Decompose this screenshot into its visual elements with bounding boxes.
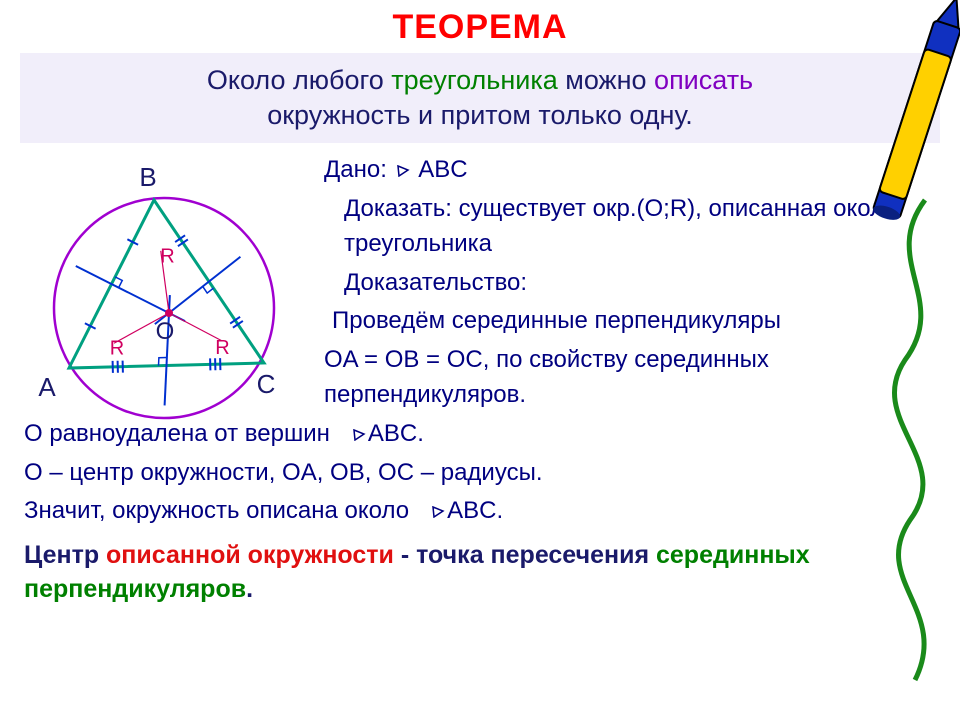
theorem-text-1: Около любого <box>207 65 391 95</box>
given-label: Дано: <box>324 156 387 183</box>
center-label-o: O <box>156 318 175 345</box>
radius-label-1: R <box>160 246 174 268</box>
proof-line-5a: Значит, окружность описана около <box>24 497 409 524</box>
theorem-purple: описать <box>654 65 753 95</box>
theorem-text-2: можно <box>558 65 654 95</box>
proof-line-3b: ABC. <box>368 420 424 447</box>
conclusion-red: описанной окружности <box>106 541 394 569</box>
radius-label-2: R <box>110 338 124 360</box>
proof-line-4: O – центр окружности, OA, OB, OC – радиу… <box>24 456 936 491</box>
vertex-label-c: C <box>257 369 276 399</box>
proof-block: Дано: ABC Доказать: существует окр.(O;R)… <box>324 153 936 413</box>
conclusion-p2: - точка пересечения <box>394 541 656 569</box>
conclusion: Центр описанной окружности - точка перес… <box>24 539 936 607</box>
radius-label-3: R <box>215 337 229 359</box>
vertex-label-a: A <box>38 372 56 402</box>
vertex-label-b: B <box>139 162 156 192</box>
triangle-icon <box>352 429 366 441</box>
circumcircle-diagram: A B C O R R R <box>24 153 304 433</box>
given-value: ABC <box>418 156 467 183</box>
theorem-green: треугольника <box>391 65 558 95</box>
proof-line-1: Проведём серединные перпендикуляры <box>324 304 936 339</box>
prove-label: Доказать: <box>344 195 452 222</box>
proof-line-5b: ABC. <box>447 497 503 524</box>
conclusion-dot: . <box>246 575 253 603</box>
triangle-icon <box>431 506 445 518</box>
page-title: ТЕОРЕМА <box>0 0 960 47</box>
proof-label: Доказательство: <box>344 269 527 296</box>
proof-line-2: OA = OB = OC, по свойству серединных пер… <box>324 343 936 413</box>
triangle-icon <box>396 165 410 177</box>
theorem-text-3: окружность и притом только одну. <box>267 100 693 130</box>
conclusion-p1: Центр <box>24 541 106 569</box>
theorem-statement: Около любого треугольника можно описать … <box>20 53 940 143</box>
